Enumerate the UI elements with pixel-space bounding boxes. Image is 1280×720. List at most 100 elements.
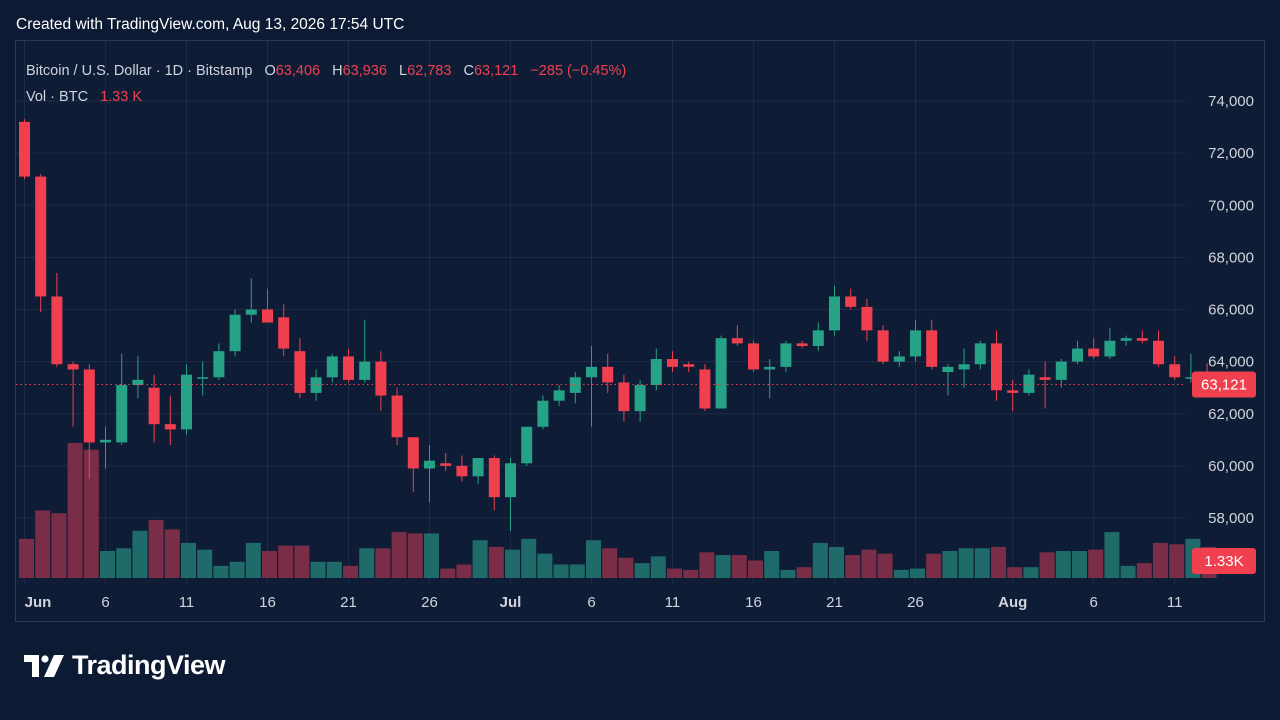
candle-body[interactable] bbox=[1039, 377, 1051, 380]
volume-bar bbox=[488, 546, 504, 578]
candle-body[interactable] bbox=[1007, 390, 1019, 393]
candle-body[interactable] bbox=[796, 343, 808, 346]
candle-body[interactable] bbox=[764, 366, 776, 370]
candle-body[interactable] bbox=[359, 361, 371, 380]
candle-body[interactable] bbox=[164, 424, 176, 430]
candle-body[interactable] bbox=[1120, 338, 1132, 341]
candle-body[interactable] bbox=[1072, 348, 1083, 362]
candle-body[interactable] bbox=[100, 439, 111, 443]
candle-body[interactable] bbox=[780, 343, 792, 367]
price-axis[interactable]: 74,000 72,000 70,000 68,000 66,000 64,000 62,0… bbox=[1192, 93, 1256, 574]
candle-body[interactable] bbox=[829, 296, 840, 331]
candle-body[interactable] bbox=[19, 121, 30, 177]
candle-body[interactable] bbox=[343, 356, 354, 380]
candle-body[interactable] bbox=[213, 351, 225, 378]
candle-body[interactable] bbox=[35, 176, 47, 297]
volume-bar bbox=[1023, 567, 1039, 578]
candle-body[interactable] bbox=[1104, 340, 1116, 357]
candle-body[interactable] bbox=[731, 338, 743, 344]
volume-bar bbox=[213, 565, 229, 578]
candle-body[interactable] bbox=[505, 463, 516, 498]
candle-body[interactable] bbox=[424, 460, 435, 469]
candle-body[interactable] bbox=[294, 351, 306, 393]
symbol-label[interactable]: Bitcoin / U.S. Dollar · 1D · Bitstamp bbox=[26, 63, 253, 79]
candle-body[interactable] bbox=[861, 306, 873, 331]
volume-bar bbox=[1039, 552, 1055, 578]
volume-bar bbox=[1169, 544, 1185, 578]
volume-bar bbox=[877, 553, 893, 578]
price-tick-label: 58,000 bbox=[1208, 510, 1254, 527]
candle-body[interactable] bbox=[521, 426, 533, 464]
candle-body[interactable] bbox=[326, 356, 338, 378]
volume-bar bbox=[132, 530, 148, 578]
candle-body[interactable] bbox=[845, 296, 857, 307]
candle-body[interactable] bbox=[181, 374, 192, 430]
time-axis[interactable]: Jun 6 11 16 21 26 Jul 6 11 16 21 26 Aug 6 11 bbox=[25, 594, 1183, 611]
candle-body[interactable] bbox=[83, 369, 95, 443]
candle-body[interactable] bbox=[1023, 374, 1035, 393]
candlestick-chart[interactable]: 74,000 72,000 70,000 68,000 66,000 64,000 62,0… bbox=[16, 41, 1264, 621]
candle-body[interactable] bbox=[278, 317, 290, 349]
candle-body[interactable] bbox=[1088, 348, 1100, 357]
created-caption: Created with TradingView.com, Aug 13, 20… bbox=[16, 16, 405, 33]
price-tick-label: 70,000 bbox=[1208, 197, 1254, 214]
volume-bar bbox=[974, 548, 990, 578]
candle-body[interactable] bbox=[1169, 364, 1181, 378]
candle-body[interactable] bbox=[650, 359, 662, 386]
candle-body[interactable] bbox=[618, 382, 630, 412]
candle-body[interactable] bbox=[748, 343, 759, 370]
close-label: C bbox=[463, 63, 474, 79]
candle-body[interactable] bbox=[310, 377, 322, 393]
volume-bar bbox=[262, 551, 277, 578]
candle-body[interactable] bbox=[991, 343, 1002, 391]
candle-body[interactable] bbox=[148, 387, 160, 425]
candle-body[interactable] bbox=[699, 369, 711, 409]
candle-body[interactable] bbox=[132, 379, 144, 386]
candle-body[interactable] bbox=[926, 330, 938, 367]
candle-body[interactable] bbox=[586, 366, 597, 378]
candle-body[interactable] bbox=[407, 437, 419, 469]
volume-bar bbox=[893, 569, 909, 578]
candle-body[interactable] bbox=[910, 330, 921, 357]
change-value: −285 (−0.45%) bbox=[530, 63, 627, 79]
low-value: 62,783 bbox=[407, 63, 452, 79]
candle-body[interactable] bbox=[456, 465, 468, 477]
candle-body[interactable] bbox=[1153, 340, 1164, 365]
candle-body[interactable] bbox=[472, 458, 484, 477]
candle-body[interactable] bbox=[715, 338, 727, 409]
candle-body[interactable] bbox=[683, 364, 695, 367]
candle-body[interactable] bbox=[229, 314, 241, 352]
candle-body[interactable] bbox=[667, 359, 678, 367]
candle-body[interactable] bbox=[440, 463, 452, 466]
volume-bar bbox=[375, 548, 391, 578]
candle-body[interactable] bbox=[893, 356, 905, 362]
candle-body[interactable] bbox=[877, 330, 889, 362]
candle-body[interactable] bbox=[569, 377, 581, 393]
candle-body[interactable] bbox=[958, 364, 970, 370]
candle-body[interactable] bbox=[1136, 338, 1148, 341]
candle-body[interactable] bbox=[391, 395, 403, 438]
tradingview-logo[interactable]: TradingView bbox=[24, 650, 226, 681]
candle-body[interactable] bbox=[1185, 377, 1197, 379]
volume-label[interactable]: Vol · BTC bbox=[26, 89, 89, 105]
candle-body[interactable] bbox=[197, 377, 209, 379]
candle-body[interactable] bbox=[634, 385, 646, 412]
candle-body[interactable] bbox=[245, 309, 257, 315]
chart-frame[interactable]: 74,000 72,000 70,000 68,000 66,000 64,000 62,0… bbox=[15, 40, 1265, 622]
volume-bar bbox=[926, 553, 942, 578]
candle-body[interactable] bbox=[812, 330, 824, 346]
candle-body[interactable] bbox=[942, 366, 954, 373]
candle-body[interactable] bbox=[537, 400, 549, 427]
candle-body[interactable] bbox=[262, 309, 273, 323]
candle-body[interactable] bbox=[974, 343, 986, 365]
candle-body[interactable] bbox=[51, 296, 63, 365]
volume-bar bbox=[1136, 563, 1152, 578]
candle-body[interactable] bbox=[116, 385, 128, 443]
candle-body[interactable] bbox=[488, 458, 500, 498]
candle-body[interactable] bbox=[67, 364, 79, 370]
candle-body[interactable] bbox=[375, 361, 387, 396]
candle-body[interactable] bbox=[1055, 361, 1067, 380]
time-tick-label: 11 bbox=[1167, 594, 1183, 611]
candle-body[interactable] bbox=[553, 390, 565, 401]
candle-body[interactable] bbox=[602, 366, 614, 383]
